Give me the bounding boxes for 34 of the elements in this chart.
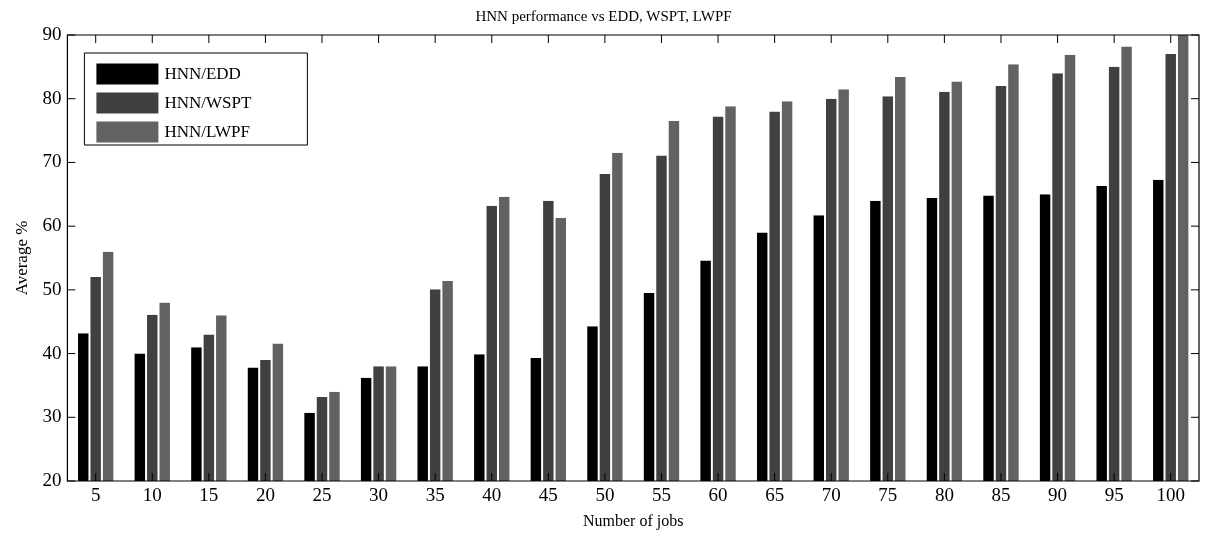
legend-label: HNN/LWPF bbox=[164, 121, 251, 141]
y-tick-label: 90 bbox=[42, 22, 62, 44]
y-tick-label: 50 bbox=[42, 277, 62, 299]
y-tick-label: 70 bbox=[42, 150, 62, 172]
x-tick-label: 85 bbox=[991, 484, 1011, 506]
y-tick-label: 60 bbox=[42, 214, 62, 236]
legend-label: HNN/EDD bbox=[164, 63, 241, 83]
x-tick-label: 55 bbox=[651, 484, 671, 506]
x-tick-label: 60 bbox=[708, 484, 728, 506]
x-tick-label: 25 bbox=[312, 484, 332, 506]
x-tick-label: 35 bbox=[425, 484, 445, 506]
legend-label: HNN/WSPT bbox=[164, 92, 252, 112]
x-tick-label: 40 bbox=[482, 484, 502, 506]
chart-title: HNN performance vs EDD, WSPT, LWPF bbox=[475, 7, 732, 24]
x-tick-label: 10 bbox=[142, 484, 162, 506]
x-tick-label: 65 bbox=[765, 484, 785, 506]
x-tick-label: 90 bbox=[1048, 484, 1068, 506]
x-tick-label: 45 bbox=[538, 484, 558, 506]
x-tick-label: 80 bbox=[934, 484, 954, 506]
x-tick-label: 100 bbox=[1156, 484, 1185, 506]
x-tick-label: 95 bbox=[1104, 484, 1124, 506]
y-tick-label: 80 bbox=[42, 86, 62, 108]
y-tick-label: 20 bbox=[42, 468, 62, 490]
x-tick-label: 5 bbox=[90, 484, 101, 506]
x-tick-label: 20 bbox=[255, 484, 275, 506]
x-tick-label: 50 bbox=[595, 484, 615, 506]
x-axis-title: Number of jobs bbox=[582, 511, 684, 530]
x-tick-label: 30 bbox=[369, 484, 389, 506]
y-axis-title: Average % bbox=[11, 220, 31, 296]
y-tick-label: 30 bbox=[42, 405, 62, 427]
x-tick-label: 75 bbox=[878, 484, 898, 506]
y-tick-label: 40 bbox=[42, 341, 62, 363]
x-tick-label: 15 bbox=[199, 484, 219, 506]
x-tick-label: 70 bbox=[821, 484, 841, 506]
